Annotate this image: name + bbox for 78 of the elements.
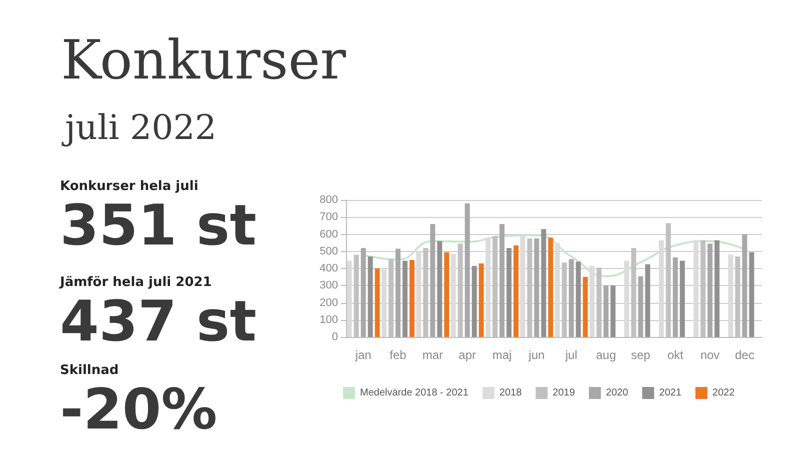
y-tick-label: 0 <box>332 331 338 343</box>
bar <box>410 260 414 337</box>
x-tick-label: jan <box>354 348 372 362</box>
bar <box>478 263 484 337</box>
chart-title: Konkurser <box>61 28 346 92</box>
bar <box>450 254 456 337</box>
bar <box>714 240 720 337</box>
y-tick-label: 600 <box>320 228 338 240</box>
x-tick-label: jul <box>564 348 578 362</box>
text: 437 st <box>60 290 256 354</box>
x-tick-label: dec <box>734 348 754 362</box>
bar <box>382 269 386 337</box>
y-tick-label: 800 <box>320 194 338 206</box>
bar <box>590 266 594 337</box>
bar <box>368 256 373 337</box>
bar <box>500 224 504 337</box>
bar <box>464 203 470 337</box>
bar <box>645 264 650 337</box>
bar <box>694 240 698 337</box>
legend-label: 2018 <box>499 388 522 398</box>
x-tick-label: mar <box>422 348 444 362</box>
y-tick-label: 700 <box>320 211 338 224</box>
legend-label: 2022 <box>712 388 736 398</box>
bar <box>396 248 400 337</box>
bar <box>624 260 630 337</box>
bar <box>576 262 581 337</box>
x-tick-label: nov <box>700 348 720 362</box>
text: Skillnad <box>60 363 119 378</box>
bar <box>728 254 734 337</box>
legend-label: 2020 <box>606 388 629 398</box>
legend-label: 2021 <box>659 388 682 398</box>
bar <box>708 244 712 337</box>
bar <box>486 238 490 337</box>
x-tick-label: okt <box>667 348 684 362</box>
bar <box>541 229 546 337</box>
bar <box>680 260 685 337</box>
text: 351 st <box>60 194 256 258</box>
y-tick-label: 100 <box>320 314 338 326</box>
bar <box>346 260 352 337</box>
x-tick-label: aug <box>596 348 616 362</box>
bar <box>610 286 616 337</box>
bar <box>416 251 422 337</box>
bar <box>444 252 450 337</box>
bar <box>506 248 512 337</box>
y-tick-label: 200 <box>320 296 338 309</box>
y-tick-label: 300 <box>320 280 338 292</box>
y-tick-label: 500 <box>320 245 338 258</box>
text: Jämför hela juli 2021 <box>59 275 212 290</box>
bar <box>582 276 588 337</box>
text: Konkurser hela juli <box>60 179 198 194</box>
bar <box>604 286 608 337</box>
bar <box>472 266 477 337</box>
bar <box>374 268 380 337</box>
bar <box>554 242 560 337</box>
bar <box>658 240 664 337</box>
bar <box>534 238 540 337</box>
bar <box>514 245 518 337</box>
x-tick-label: apr <box>458 348 476 362</box>
bar <box>742 234 748 337</box>
bar <box>638 276 644 337</box>
bar <box>672 257 678 337</box>
x-tick-label: jun <box>528 348 545 362</box>
y-tick-label: 400 <box>320 262 338 274</box>
chart-subtitle: juli 2022 <box>61 108 217 148</box>
legend-label: 2019 <box>552 388 576 398</box>
text: -20% <box>60 378 218 442</box>
bar <box>437 241 442 337</box>
x-tick-label: sep <box>630 348 651 362</box>
bar <box>749 252 754 337</box>
bar <box>402 260 408 337</box>
bar <box>568 259 574 337</box>
bar <box>360 248 366 337</box>
bar <box>520 235 526 337</box>
x-tick-label: feb <box>390 348 407 362</box>
x-tick-label: maj <box>492 348 512 362</box>
bar <box>548 238 554 337</box>
bar <box>430 224 436 337</box>
legend-label: Medelvärde 2018 - 2021 <box>360 388 469 398</box>
